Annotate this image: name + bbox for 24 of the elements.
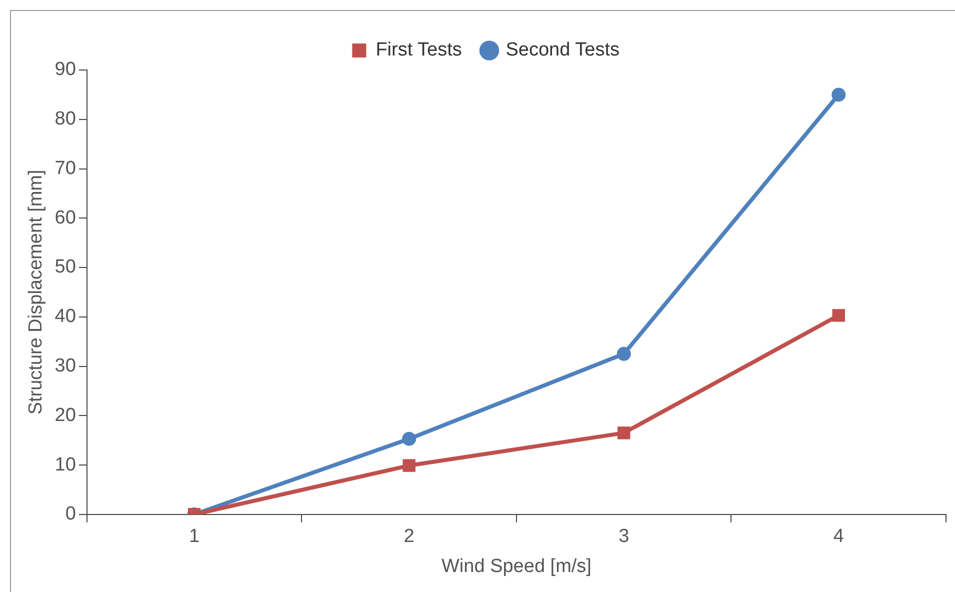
y-tick-label: 30	[54, 356, 76, 376]
y-tick-label: 90	[54, 59, 76, 80]
point	[832, 88, 846, 102]
y-tick-label: 10	[54, 454, 76, 476]
point	[402, 432, 416, 446]
x-tick-label: 4	[833, 526, 844, 548]
y-tick-label: 50	[54, 256, 76, 278]
y-tick-label: 80	[54, 108, 76, 130]
legend-label: First Tests	[376, 40, 462, 61]
x-tick-label: 3	[618, 526, 630, 548]
legend-label: Second Tests	[506, 40, 620, 61]
point	[617, 426, 630, 440]
y-axis-title: Structure Displacement [mm]	[26, 170, 47, 415]
x-tick-label: 1	[189, 526, 200, 548]
y-tick-label: 20	[54, 404, 76, 426]
point	[616, 346, 631, 361]
y-tick-label: 70	[54, 158, 76, 179]
y-tick-label: 0	[65, 504, 76, 525]
y-tick-label: 40	[54, 306, 76, 328]
point	[402, 459, 416, 472]
x-tick-label: 2	[404, 526, 414, 548]
point	[832, 309, 845, 322]
x-axis-title: Wind Speed [m/s]	[441, 556, 592, 577]
y-tick-label: 60	[54, 207, 76, 228]
